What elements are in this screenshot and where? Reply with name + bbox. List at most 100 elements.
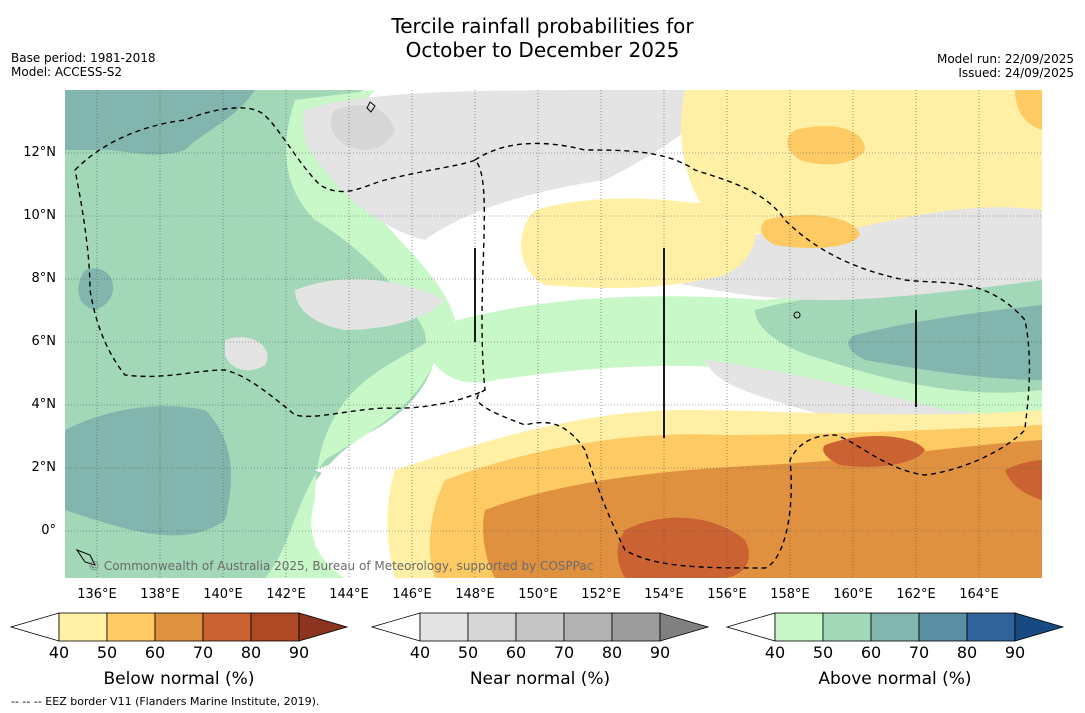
title-line-2: October to December 2025 xyxy=(405,38,680,62)
lon-label: 158°E xyxy=(770,587,810,602)
below-normal-zone-south-70 xyxy=(617,517,749,578)
colorbar-over-triangle xyxy=(298,612,349,642)
lat-label: 8°N xyxy=(31,271,57,286)
lon-label: 160°E xyxy=(833,587,873,602)
lon-label: 138°E xyxy=(140,587,180,602)
below-normal-zone-mid xyxy=(521,198,756,288)
above-normal-zone-70-west xyxy=(65,90,255,155)
colorbar-segment xyxy=(515,612,565,642)
above-normal-colorbar xyxy=(726,612,1065,642)
below-normal-zone-mid-50 xyxy=(761,215,860,248)
colorbar-segment xyxy=(419,612,469,642)
colorbar-segment xyxy=(202,612,252,642)
eez-footnote: -- -- -- EEZ border V11 (Flanders Marine… xyxy=(11,695,320,708)
lat-label: 4°N xyxy=(31,397,57,412)
near-normal-zone-north xyxy=(303,90,725,240)
above-tick: 40 xyxy=(764,643,786,662)
colorbar-segment xyxy=(106,612,156,642)
below-normal-title: Below normal (%) xyxy=(103,669,255,689)
lon-label: 136°E xyxy=(77,587,117,602)
above-normal-title: Above normal (%) xyxy=(818,669,972,689)
island-marker xyxy=(793,311,801,319)
lon-label: 150°E xyxy=(518,587,558,602)
lon-label: 140°E xyxy=(203,587,243,602)
lat-label: 0° xyxy=(41,523,56,538)
lon-label: 162°E xyxy=(896,587,936,602)
title-line-1: Tercile rainfall probabilities for xyxy=(391,14,694,38)
colorbar-segment xyxy=(774,612,824,642)
model-run-date: Model run: 22/09/2025 xyxy=(936,52,1074,66)
lon-label: 144°E xyxy=(329,587,369,602)
colorbar-under-triangle xyxy=(371,612,421,642)
below-normal-zone-south-70-far-east xyxy=(1005,460,1042,500)
colorbar-segment xyxy=(918,612,968,642)
island-marker xyxy=(75,548,96,566)
colorbar-segment xyxy=(563,612,613,642)
lat-label: 6°N xyxy=(31,334,57,349)
near-tick: 70 xyxy=(553,643,575,662)
eez-border-west xyxy=(74,107,486,418)
issued-date: Issued: 24/09/2025 xyxy=(958,66,1074,80)
below-normal-zone-north-50 xyxy=(787,126,865,165)
near-normal-title: Near normal (%) xyxy=(469,669,611,689)
colorbar-segment xyxy=(966,612,1016,642)
lon-label: 164°E xyxy=(959,587,999,602)
copyright-notice: © Commonwealth of Australia 2025, Bureau… xyxy=(88,559,594,573)
colorbar-over-triangle xyxy=(659,612,710,642)
above-normal-zone-70-southwest xyxy=(65,406,231,536)
above-tick: 70 xyxy=(908,643,930,662)
model-name: Model: ACCESS-S2 xyxy=(11,65,123,79)
lon-label: 156°E xyxy=(707,587,747,602)
colorbar-segment xyxy=(822,612,872,642)
colorbar-segment xyxy=(250,612,300,642)
above-tick: 90 xyxy=(1004,643,1026,662)
map-canvas xyxy=(65,90,1042,578)
above-normal-zone-70-east xyxy=(848,305,1042,380)
graticule xyxy=(65,90,1042,578)
lat-label: 2°N xyxy=(31,460,57,475)
below-tick: 40 xyxy=(48,643,70,662)
lat-label: 10°N xyxy=(23,208,56,223)
eez-border-east xyxy=(474,142,1031,569)
colorbar-segment xyxy=(467,612,517,642)
below-normal-zone-north-50-east xyxy=(1015,90,1042,130)
near-tick: 80 xyxy=(601,643,623,662)
map-title: Tercile rainfall probabilities for Octob… xyxy=(0,14,1085,62)
below-tick: 50 xyxy=(96,643,118,662)
below-tick: 70 xyxy=(192,643,214,662)
colorbar-segment xyxy=(870,612,920,642)
below-normal-zone-north xyxy=(681,90,1042,237)
above-tick: 60 xyxy=(860,643,882,662)
colorbar-segment xyxy=(58,612,108,642)
near-normal-zone-east xyxy=(665,192,1042,300)
colorbar-segment xyxy=(154,612,204,642)
above-tick: 80 xyxy=(956,643,978,662)
near-normal-colorbar xyxy=(371,612,710,642)
near-tick: 40 xyxy=(409,643,431,662)
below-tick: 80 xyxy=(240,643,262,662)
near-normal-zone-north-dark xyxy=(330,105,395,150)
probability-map[interactable] xyxy=(65,90,1042,578)
near-tick: 90 xyxy=(649,643,671,662)
model-info: Base period: 1981-2018 Model: ACCESS-S2 xyxy=(11,51,156,79)
lon-label: 142°E xyxy=(266,587,306,602)
colorbar-under-triangle xyxy=(726,612,776,642)
above-tick: 50 xyxy=(812,643,834,662)
lon-label: 148°E xyxy=(455,587,495,602)
below-tick: 60 xyxy=(144,643,166,662)
below-normal-colorbar xyxy=(10,612,349,642)
near-tick: 50 xyxy=(457,643,479,662)
near-tick: 60 xyxy=(505,643,527,662)
near-normal-zone-center xyxy=(295,279,445,330)
colorbar-under-triangle xyxy=(10,612,60,642)
lon-label: 146°E xyxy=(392,587,432,602)
colorbar-over-triangle xyxy=(1014,612,1065,642)
colorbar-segment xyxy=(611,612,661,642)
above-normal-zone-40-west xyxy=(265,90,455,578)
run-info: Model run: 22/09/2025 Issued: 24/09/2025 xyxy=(937,52,1074,80)
island-marker xyxy=(366,101,376,113)
below-normal-zone-south-70-east xyxy=(823,435,925,467)
base-period: Base period: 1981-2018 xyxy=(11,51,156,65)
lat-label: 12°N xyxy=(23,145,56,160)
lon-label: 154°E xyxy=(644,587,684,602)
